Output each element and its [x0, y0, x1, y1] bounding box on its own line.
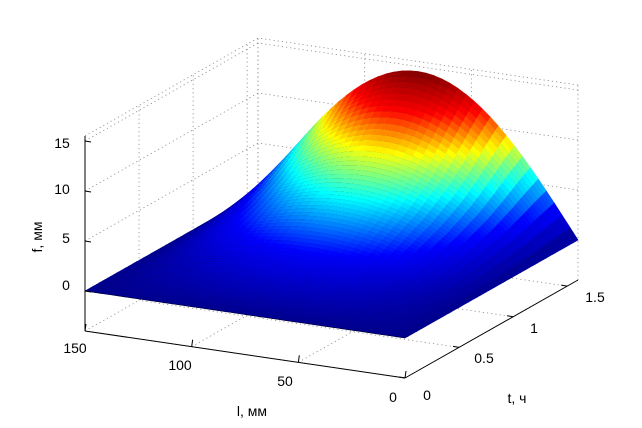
grid-line: [84, 37, 259, 137]
grid-line: [257, 92, 579, 141]
z-tick-label: 10: [54, 181, 70, 197]
mesh-line: [84, 290, 406, 339]
z-tick: [84, 290, 92, 293]
y-tick: [398, 376, 406, 379]
y-tick-label: 1: [530, 320, 538, 336]
x-tick: [297, 355, 300, 363]
grid-line: [84, 42, 259, 142]
grid-line: [139, 299, 460, 348]
y-tick-label: 0: [423, 387, 431, 403]
z-axis-title: f, мм: [29, 222, 45, 253]
x-tick-label: 100: [168, 357, 192, 373]
grid-line: [257, 42, 579, 91]
z-tick: [84, 140, 92, 143]
x-axis-title: l, мм: [237, 403, 267, 419]
x-tick-label: 150: [63, 340, 87, 356]
axes: [84, 136, 579, 379]
z-tick-label: 5: [62, 230, 70, 246]
y-tick: [452, 345, 460, 348]
z-tick-label: 15: [54, 135, 70, 151]
x-tick-label: 0: [389, 389, 397, 405]
z-tick: [84, 240, 92, 243]
x-axis-line: [84, 330, 406, 379]
y-tick-label: 0.5: [474, 350, 494, 366]
grid-line: [257, 37, 579, 86]
y-tick: [507, 315, 514, 318]
z-tick: [84, 190, 92, 193]
x-tick: [404, 370, 407, 379]
y-tick: [561, 284, 568, 287]
x-tick: [191, 339, 194, 347]
y-tick-label: 1.5: [585, 289, 605, 305]
z-tick-label: 0: [62, 277, 70, 293]
grid-line: [84, 92, 259, 192]
y-axis-title: t, ч: [508, 390, 527, 406]
x-tick: [84, 323, 87, 332]
y-axis-line: [404, 279, 579, 379]
x-tick-label: 50: [277, 373, 293, 389]
surface: [84, 70, 579, 339]
tick-labels: 0 5 10 15 0 50 100 150 0 0.5 1 1.5 l, мм…: [29, 135, 605, 419]
